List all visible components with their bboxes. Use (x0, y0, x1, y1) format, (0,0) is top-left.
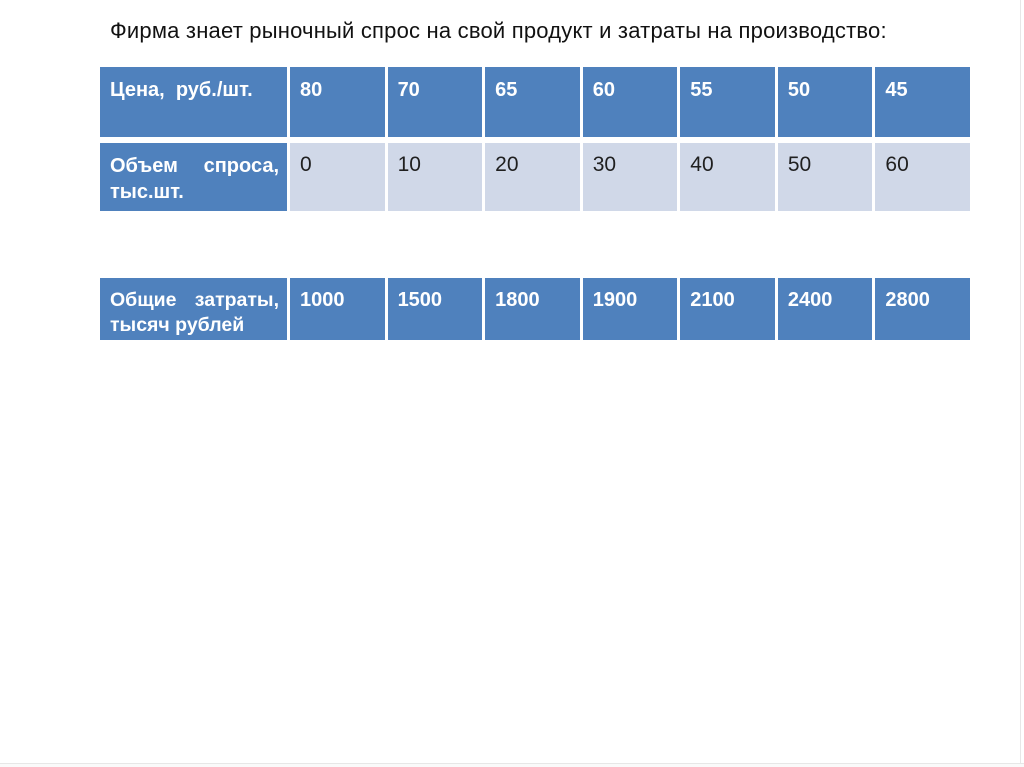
demand-value-cell: 0 (290, 143, 385, 211)
cost-row-label: Общие затраты, тысяч рублей (100, 278, 287, 340)
cost-value-cell: 2800 (875, 278, 970, 340)
cost-value-cell: 2400 (777, 278, 873, 340)
price-value-cell: 45 (875, 67, 970, 137)
cost-value-cell: 2100 (680, 278, 775, 340)
demand-value-cell: 10 (387, 143, 483, 211)
demand-value-cell: 30 (582, 143, 678, 211)
slide-edge-right (1020, 0, 1021, 763)
cost-value-cell: 1900 (582, 278, 678, 340)
price-value-cell: 65 (485, 67, 580, 137)
demand-value-cell: 20 (485, 143, 580, 211)
demand-row-label: Объем спроса, тыс.шт. (100, 143, 287, 211)
cost-table: Общие затраты, тысяч рублей 1000 1500 18… (100, 278, 970, 340)
cost-value-cell: 1000 (290, 278, 385, 340)
cost-value-cell: 1800 (485, 278, 580, 340)
price-value-cell: 55 (680, 67, 775, 137)
demand-table: Цена, руб./шт. 80 70 65 60 55 50 45 Объе… (100, 67, 970, 211)
price-value-cell: 80 (290, 67, 385, 137)
price-value-cell: 60 (582, 67, 678, 137)
cost-value-cell: 1500 (387, 278, 483, 340)
demand-value-cell: 50 (777, 143, 873, 211)
price-value-cell: 70 (387, 67, 483, 137)
price-row-label: Цена, руб./шт. (100, 67, 287, 137)
demand-value-cell: 40 (680, 143, 775, 211)
demand-value-cell: 60 (875, 143, 970, 211)
slide-title: Фирма знает рыночный спрос на свой проду… (110, 18, 887, 43)
price-value-cell: 50 (777, 67, 873, 137)
slide-edge-bottom (0, 763, 1024, 767)
